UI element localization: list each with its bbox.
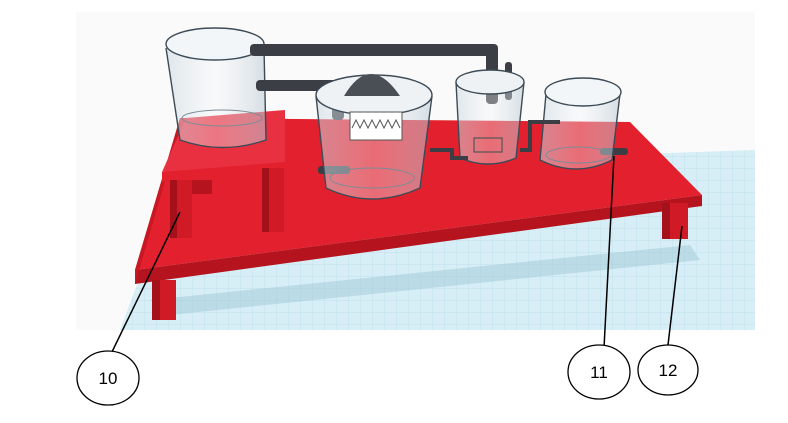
collection-vessel [520, 77, 622, 170]
mixing-vessel [430, 69, 525, 165]
leader-line-10 [109, 211, 181, 357]
callout-label-10: 10 [99, 369, 118, 388]
leader-line-11 [603, 155, 615, 349]
callout-label-12: 12 [659, 361, 678, 380]
callout-12: 12 [637, 344, 699, 396]
callout-10: 10 [76, 350, 140, 406]
callout-label-11: 11 [590, 363, 608, 382]
reactor-vessel [315, 74, 433, 200]
callout-11: 11 [567, 344, 631, 400]
leader-line-12 [667, 225, 683, 346]
pipe-top [250, 44, 495, 56]
